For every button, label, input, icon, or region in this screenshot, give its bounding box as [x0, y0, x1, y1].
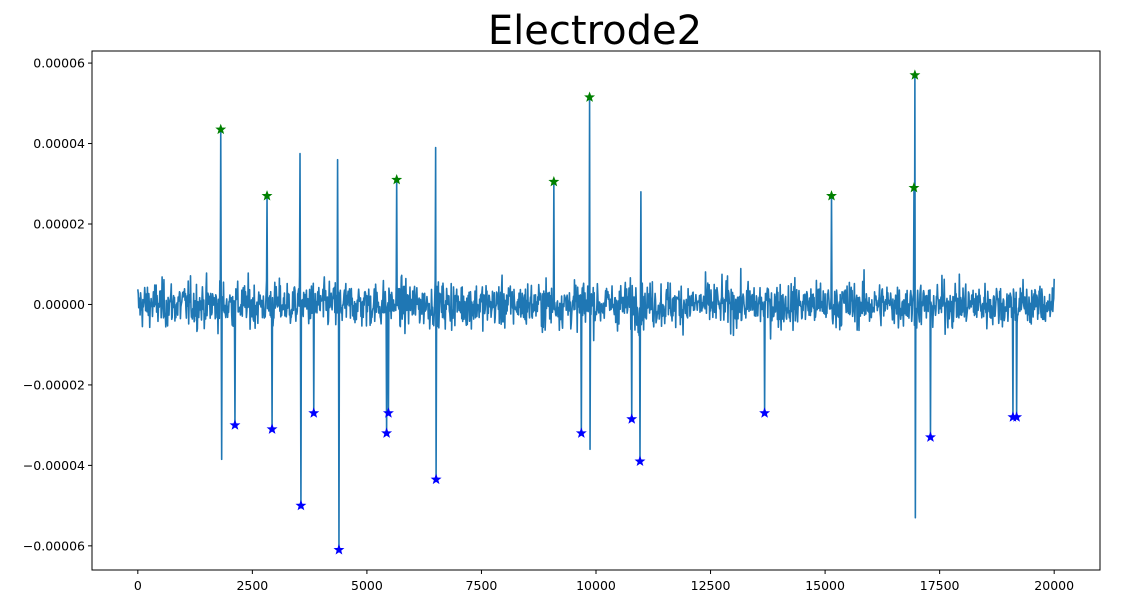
positive-peak-marker [215, 123, 227, 135]
chart-title: Electrode2 [488, 8, 702, 54]
negative-peak-marker [266, 423, 278, 434]
negative-peak-marker [333, 544, 345, 555]
negative-peak-marker [626, 413, 638, 424]
plot-frame [91, 50, 1101, 571]
negative-peak-marker [229, 419, 241, 430]
negative-peak-marker [1011, 411, 1023, 422]
y-tick-label: 0.00004 [33, 136, 85, 151]
negative-peak-marker [308, 407, 320, 418]
positive-peak-marker [908, 182, 920, 193]
x-tick-label: 2500 [236, 578, 268, 593]
y-tick-label: −0.00004 [23, 458, 85, 473]
x-tick-label: 15000 [805, 578, 845, 593]
positive-peak-marker [261, 190, 273, 201]
x-tick-label: 0 [134, 578, 142, 593]
negative-peak-marker [430, 473, 442, 485]
plot-area [137, 69, 1055, 555]
positive-peak-marker [909, 69, 921, 80]
x-tick-label: 20000 [1034, 578, 1074, 593]
y-tick-label: 0.00002 [33, 217, 85, 232]
y-tick-label: 0.00006 [33, 56, 85, 71]
x-tick-label: 12500 [691, 578, 731, 593]
negative-peak-marker [575, 427, 587, 438]
negative-peak-marker [925, 431, 936, 442]
positive-peak-marker [826, 190, 837, 201]
negative-peak-marker [382, 407, 394, 418]
y-tick-label: −0.00002 [23, 377, 85, 392]
x-tick-label: 10000 [576, 578, 616, 593]
positive-peak-marker [391, 173, 403, 185]
negative-peak-marker [634, 455, 646, 467]
x-tick-label: 17500 [920, 578, 960, 593]
x-tick-label: 5000 [351, 578, 383, 593]
positive-peak-marker [584, 91, 596, 102]
axes: 0 2500 5000 7500 10000 12500 15000 17500 20000 −0… [23, 56, 1074, 593]
positive-peak-marker [548, 176, 560, 187]
negative-peak-marker [381, 427, 393, 438]
y-tick-label: −0.00006 [23, 538, 85, 553]
negative-peak-marker [295, 499, 307, 511]
y-tick-label: 0.00000 [33, 297, 85, 312]
negative-peak-marker [759, 407, 771, 418]
signal-line [137, 74, 1055, 551]
x-tick-label: 7500 [466, 578, 498, 593]
